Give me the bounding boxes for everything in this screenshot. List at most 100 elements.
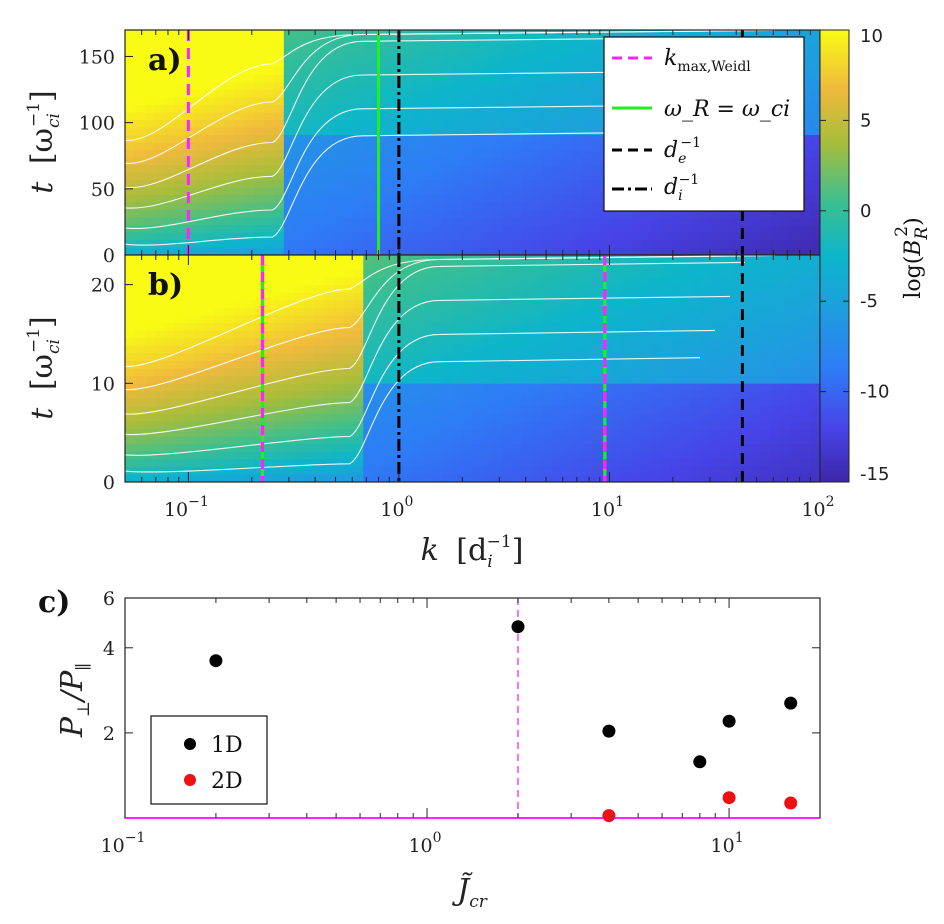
heatmap-cell	[313, 202, 325, 211]
heatmap-cell	[164, 285, 176, 294]
heatmap-cell	[194, 315, 206, 324]
heatmap-cell	[472, 307, 484, 317]
heatmap-cell	[125, 127, 136, 136]
heatmap-cell	[641, 247, 652, 255]
heatmap-cell	[810, 376, 820, 385]
heatmap-cell	[442, 97, 454, 106]
heatmap-cell	[412, 75, 424, 84]
heatmap-cell	[164, 75, 176, 84]
heatmap-cell	[174, 172, 186, 181]
heatmap-cell	[631, 330, 642, 339]
heatmap-cell	[164, 45, 176, 54]
heatmap-cell	[254, 195, 265, 204]
heatmap-cell	[244, 255, 255, 264]
heatmap-cell	[144, 330, 156, 339]
heatmap-cell	[174, 45, 186, 54]
heatmap-cell	[810, 60, 820, 69]
heatmap-cell	[323, 421, 335, 430]
heatmap-cell	[214, 429, 225, 438]
heatmap-cell	[631, 436, 642, 445]
heatmap-cell	[472, 45, 484, 54]
heatmap-cell	[730, 376, 742, 385]
heatmap-cell	[343, 52, 354, 61]
heatmap-cell	[522, 330, 533, 339]
heatmap-cell	[164, 459, 176, 468]
heatmap-cell	[343, 330, 354, 339]
heatmap-cell	[710, 391, 722, 400]
ytick-label: 4	[103, 638, 115, 660]
heatmap-cell	[403, 165, 414, 174]
heatmap-cell	[244, 67, 255, 76]
legend-a-de-label: d	[664, 138, 678, 163]
heatmap-cell	[323, 436, 335, 445]
heatmap-cell	[750, 383, 762, 392]
heatmap-cell	[333, 187, 345, 196]
heatmap-cell	[214, 240, 225, 249]
heatmap-cell	[343, 391, 354, 400]
heatmap-cell	[690, 398, 702, 407]
heatmap-cell	[244, 406, 255, 415]
heatmap-cell	[740, 277, 752, 286]
heatmap-cell	[125, 150, 136, 159]
heatmap-cell	[343, 466, 354, 476]
heatmap-cell	[522, 180, 533, 189]
heatmap-cell	[224, 195, 235, 204]
heatmap-cell	[810, 451, 820, 460]
heatmap-cell	[641, 277, 652, 286]
heatmap-cell	[561, 436, 573, 445]
heatmap-cell	[442, 120, 454, 129]
heatmap-cell	[313, 195, 325, 204]
heatmap-cell	[214, 307, 225, 317]
heatmap-cell	[194, 195, 206, 204]
heatmap-cell	[532, 270, 543, 279]
heatmap-cell	[125, 285, 136, 294]
heatmap-cell	[800, 120, 811, 129]
heatmap-cell	[551, 398, 563, 407]
heatmap-cell	[800, 330, 811, 339]
heatmap-cell	[293, 444, 305, 453]
heatmap-cell	[532, 247, 543, 255]
heatmap-cell	[442, 345, 454, 354]
heatmap-cell	[154, 90, 166, 99]
heatmap-cell	[363, 187, 374, 196]
heatmap-cell	[800, 285, 811, 294]
heatmap-cell	[333, 285, 345, 294]
heatmap-cell	[442, 60, 454, 69]
heatmap-cell	[760, 459, 771, 468]
heatmap-cell	[532, 67, 543, 76]
heatmap-cell	[750, 330, 762, 339]
heatmap-cell	[432, 82, 444, 91]
heatmap-cell	[125, 330, 136, 339]
heatmap-cell	[472, 157, 484, 166]
heatmap-cell	[452, 466, 464, 476]
heatmap-cell	[730, 338, 742, 347]
heatmap-cell	[422, 376, 434, 385]
heatmap-cell	[561, 262, 573, 271]
heatmap-cell	[174, 444, 186, 453]
heatmap-cell	[383, 429, 394, 438]
heatmap-cell	[273, 353, 285, 362]
heatmap-cell	[621, 459, 632, 468]
heatmap-cell	[710, 459, 722, 468]
ytick-label: 0	[103, 245, 115, 267]
heatmap-cell	[224, 360, 235, 370]
cb-label-close: )	[901, 217, 926, 226]
heatmap-cell	[800, 52, 811, 61]
heatmap-cell	[720, 255, 732, 264]
heatmap-cell	[800, 67, 811, 76]
heatmap-cell	[194, 135, 206, 144]
heatmap-cell	[412, 466, 424, 476]
heatmap-cell	[631, 368, 642, 377]
heatmap-cell	[532, 30, 543, 39]
heatmap-cell	[472, 270, 484, 279]
panel-c-reference-lines	[125, 598, 820, 819]
legend-a: kmax,Weidl ω_R = ω_ci de−1 di−1	[603, 36, 805, 212]
heatmap-cell	[482, 82, 493, 91]
heatmap-cell	[700, 338, 712, 347]
heatmap-cell	[283, 187, 295, 196]
heatmap-cell	[651, 429, 662, 438]
heatmap-cell	[422, 451, 434, 460]
heatmap-cell	[214, 292, 225, 301]
heatmap-cell	[234, 307, 245, 317]
heatmap-cell	[512, 270, 523, 279]
